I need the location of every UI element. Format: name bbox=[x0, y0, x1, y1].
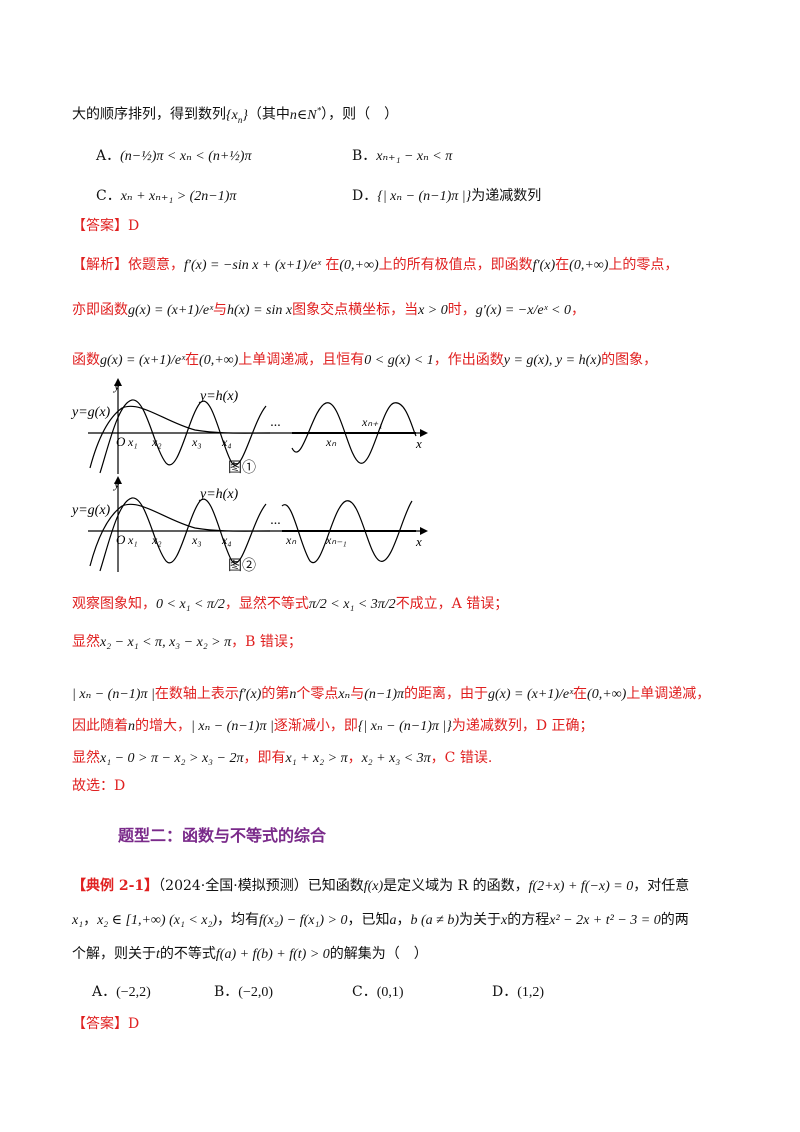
q2-line1: 【典例 2-1】（2024·全国·模拟预测）已知函数f(x)是定义域为 R 的函… bbox=[72, 878, 690, 894]
q1-stem: 大的顺序排列，得到数列{xn}（其中n∈N*），则（ ） bbox=[72, 100, 398, 129]
h-curve-left bbox=[99, 399, 267, 474]
q2-line2: x₁，x₂ ∈ [1,+∞) (x₁ < x₂)，均有f(x₂) − f(x₁)… bbox=[72, 912, 689, 928]
q1-analysis-line2: 亦即函数g(x) = (x+1)/eˣ与h(x) = sin x图象交点横坐标，… bbox=[72, 302, 585, 318]
q1-analysis-line1: 【解析】依题意，f′(x) = −sin x + (x+1)/eˣ 在(0,+∞… bbox=[72, 257, 679, 273]
q1-analysis-line5: 显然x₂ − x₁ < π, x₃ − x₂ > π，B 错误； bbox=[72, 634, 302, 650]
y-axis-arrow bbox=[114, 476, 122, 484]
y-axis-arrow bbox=[114, 378, 122, 386]
q1-option-c: C．xₙ + xₙ₊₁ > (2n−1)π bbox=[96, 188, 237, 204]
dots-label: ··· bbox=[270, 517, 281, 532]
q2-option-b: B．(−2,0) bbox=[214, 984, 274, 1000]
xn1-label: xₙ₋₁ bbox=[325, 533, 347, 547]
q2-option-a: A．(−2,2) bbox=[92, 984, 151, 1000]
x2-label: x₂ bbox=[151, 533, 162, 547]
q1-analysis-line6: | xₙ − (n−1)π |在数轴上表示f′(x)的第n个零点xₙ与(n−1)… bbox=[72, 686, 711, 702]
q1-n-domain: n∈N* bbox=[289, 105, 322, 123]
h-label: y=h(x) bbox=[198, 487, 239, 502]
origin-label: O bbox=[116, 434, 126, 449]
q1-answer: 【答案】D bbox=[72, 218, 140, 234]
xn-label: xₙ bbox=[285, 533, 296, 547]
h-label: y=h(x) bbox=[198, 389, 239, 404]
x-axis-arrow bbox=[420, 429, 428, 437]
q1-analysis-line4: 观察图象知，0 < x₁ < π/2，显然不等式π/2 < x₁ < 3π/2不… bbox=[72, 596, 509, 612]
q1-stem-end: ），则（ ） bbox=[321, 106, 399, 123]
q1-option-a: A．(n−½)π < xₙ < (n+½)π bbox=[96, 148, 252, 164]
h-curve-left bbox=[99, 497, 267, 572]
q1-analysis-line7: 因此随着n的增大，| xₙ − (n−1)π |逐渐减小，即{| xₙ − (n… bbox=[72, 718, 594, 734]
dots-label: ··· bbox=[270, 419, 281, 434]
q1-analysis-line8: 显然x₁ − 0 > π − x₂ > x₃ − 2π，即有x₁ + x₂ > … bbox=[72, 750, 493, 766]
x4-label: x₄ bbox=[221, 533, 232, 547]
g-label: y=g(x) bbox=[70, 405, 111, 420]
section-title: 题型二：函数与不等式的综合 bbox=[118, 826, 327, 845]
q2-option-c: C．(0,1) bbox=[352, 984, 404, 1000]
x-label: x bbox=[415, 436, 422, 451]
q2-answer: 【答案】D bbox=[72, 1016, 140, 1032]
q1-stem-pre: 大的顺序排列，得到数列 bbox=[72, 106, 226, 123]
x-axis-arrow bbox=[420, 527, 428, 535]
x1-label: x₁ bbox=[127, 435, 138, 449]
q1-sequence: {xn} bbox=[226, 107, 248, 125]
q1-analysis-line3: 函数g(x) = (x+1)/eˣ在(0,+∞)上单调递减，且恒有0 < g(x… bbox=[72, 352, 658, 368]
g-curve bbox=[89, 405, 271, 469]
x3-label: x₃ bbox=[191, 533, 202, 547]
figure-1-svg: y x y=g(x) y=h(x) O x₁ x₂ x₃ x₄ ··· xₙ x… bbox=[70, 378, 428, 474]
h-curve-right bbox=[281, 500, 413, 564]
q2-line3: 个解，则关于t的不等式f(a) + f(b) + f(t) > 0的解集为（ ） bbox=[72, 946, 428, 962]
figure-1: y x y=g(x) y=h(x) O x₁ x₂ x₃ x₄ ··· xₙ x… bbox=[70, 378, 430, 482]
q2-option-d: D．(1,2) bbox=[492, 984, 545, 1000]
q1-conclusion: 故选：D bbox=[72, 778, 126, 794]
x2-label: x₂ bbox=[151, 435, 162, 449]
q1-option-b: B．xₙ₊₁ − xₙ < π bbox=[352, 148, 453, 164]
x4-label: x₄ bbox=[221, 435, 232, 449]
y-label: y bbox=[112, 378, 120, 393]
xn1-label: xₙ₊₁ bbox=[361, 415, 383, 429]
g-curve bbox=[89, 503, 271, 567]
figure-2: y x y=g(x) y=h(x) O x₁ x₂ x₃ x₄ ··· xₙ x… bbox=[70, 476, 430, 580]
origin-label: O bbox=[116, 532, 126, 547]
q1-option-d: D．{| xₙ − (n−1)π |}为递减数列 bbox=[352, 188, 542, 204]
h-curve-right bbox=[291, 402, 417, 464]
figure-1-caption: 图① bbox=[228, 460, 256, 476]
x1-label: x₁ bbox=[127, 533, 138, 547]
q1-stem-mid: （其中 bbox=[247, 106, 290, 123]
figure-2-svg: y x y=g(x) y=h(x) O x₁ x₂ x₃ x₄ ··· xₙ x… bbox=[70, 476, 428, 572]
figure-2-caption: 图② bbox=[228, 558, 256, 574]
xn-label: xₙ bbox=[325, 435, 336, 449]
y-label: y bbox=[112, 476, 120, 491]
x3-label: x₃ bbox=[191, 435, 202, 449]
x-label: x bbox=[415, 534, 422, 549]
g-label: y=g(x) bbox=[70, 503, 111, 518]
